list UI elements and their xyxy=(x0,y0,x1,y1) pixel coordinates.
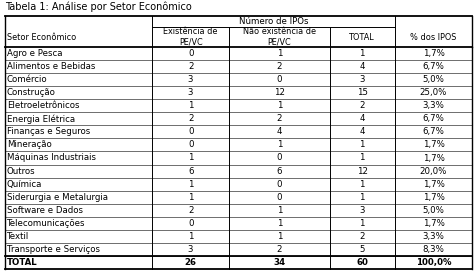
Text: 1: 1 xyxy=(276,140,281,149)
Text: 4: 4 xyxy=(359,114,364,123)
Text: 1: 1 xyxy=(276,219,281,228)
Text: Comércio: Comércio xyxy=(7,75,48,84)
Text: 6,7%: 6,7% xyxy=(422,62,444,71)
Text: 12: 12 xyxy=(356,166,367,175)
Text: 0: 0 xyxy=(276,153,281,162)
Text: 12: 12 xyxy=(273,88,284,97)
Text: TOTAL: TOTAL xyxy=(348,32,374,42)
Text: Mineração: Mineração xyxy=(7,140,51,149)
Text: 15: 15 xyxy=(356,88,367,97)
Text: Máquinas Industriais: Máquinas Industriais xyxy=(7,153,96,162)
Text: 25,0%: 25,0% xyxy=(419,88,446,97)
Text: 0: 0 xyxy=(188,219,193,228)
Text: 6: 6 xyxy=(276,166,281,175)
Text: 3: 3 xyxy=(359,75,364,84)
Text: 1: 1 xyxy=(359,193,364,202)
Text: Finanças e Seguros: Finanças e Seguros xyxy=(7,127,90,136)
Text: 1,7%: 1,7% xyxy=(422,180,444,188)
Text: 2: 2 xyxy=(188,206,193,215)
Text: 3: 3 xyxy=(188,75,193,84)
Text: 1: 1 xyxy=(276,232,281,241)
Text: Textil: Textil xyxy=(7,232,29,241)
Text: 2: 2 xyxy=(359,232,364,241)
Text: 2: 2 xyxy=(276,245,281,254)
Text: 0: 0 xyxy=(276,193,281,202)
Text: 1,7%: 1,7% xyxy=(422,153,444,162)
Text: 1,7%: 1,7% xyxy=(422,140,444,149)
Text: 2: 2 xyxy=(188,114,193,123)
Text: 0: 0 xyxy=(276,180,281,188)
Text: 1: 1 xyxy=(188,101,193,110)
Text: Energia Elétrica: Energia Elétrica xyxy=(7,114,75,123)
Text: 2: 2 xyxy=(359,101,364,110)
Text: 3,3%: 3,3% xyxy=(422,101,444,110)
Text: 1: 1 xyxy=(276,49,281,58)
Text: 1: 1 xyxy=(359,219,364,228)
Text: 1,7%: 1,7% xyxy=(422,49,444,58)
Text: 2: 2 xyxy=(276,62,281,71)
Text: Construção: Construção xyxy=(7,88,56,97)
Text: 6: 6 xyxy=(188,166,193,175)
Text: 3: 3 xyxy=(359,206,364,215)
Text: Siderurgia e Metalurgia: Siderurgia e Metalurgia xyxy=(7,193,108,202)
Text: 1: 1 xyxy=(188,193,193,202)
Text: 3: 3 xyxy=(188,245,193,254)
Text: 1: 1 xyxy=(188,153,193,162)
Text: Eletroeletrônicos: Eletroeletrônicos xyxy=(7,101,79,110)
Text: 100,0%: 100,0% xyxy=(415,258,450,267)
Text: 1,7%: 1,7% xyxy=(422,219,444,228)
Text: Química: Química xyxy=(7,180,42,188)
Text: 6,7%: 6,7% xyxy=(422,127,444,136)
Text: 20,0%: 20,0% xyxy=(419,166,446,175)
Text: 0: 0 xyxy=(188,127,193,136)
Text: Número de IPOs: Número de IPOs xyxy=(238,17,307,26)
Text: 34: 34 xyxy=(273,258,285,267)
Text: 60: 60 xyxy=(356,258,367,267)
Text: Agro e Pesca: Agro e Pesca xyxy=(7,49,62,58)
Text: 1: 1 xyxy=(188,232,193,241)
Text: Alimentos e Bebidas: Alimentos e Bebidas xyxy=(7,62,95,71)
Text: 2: 2 xyxy=(188,62,193,71)
Text: 1: 1 xyxy=(359,49,364,58)
Text: Não existência de
PE/VC: Não existência de PE/VC xyxy=(242,27,315,47)
Text: 3,3%: 3,3% xyxy=(422,232,444,241)
Text: Setor Econômico: Setor Econômico xyxy=(7,32,76,42)
Text: Transporte e Serviços: Transporte e Serviços xyxy=(7,245,100,254)
Text: 0: 0 xyxy=(188,49,193,58)
Text: 0: 0 xyxy=(188,140,193,149)
Text: 0: 0 xyxy=(276,75,281,84)
Text: 1: 1 xyxy=(276,206,281,215)
Text: Tabela 1: Análise por Setor Econômico: Tabela 1: Análise por Setor Econômico xyxy=(5,2,191,12)
Text: 1,7%: 1,7% xyxy=(422,193,444,202)
Text: 1: 1 xyxy=(359,180,364,188)
Text: Outros: Outros xyxy=(7,166,36,175)
Text: 1: 1 xyxy=(188,180,193,188)
Text: Software e Dados: Software e Dados xyxy=(7,206,83,215)
Text: 1: 1 xyxy=(359,140,364,149)
Text: % dos IPOS: % dos IPOS xyxy=(409,32,456,42)
Text: 4: 4 xyxy=(359,127,364,136)
Text: 1: 1 xyxy=(276,101,281,110)
Text: 8,3%: 8,3% xyxy=(422,245,444,254)
Text: 5: 5 xyxy=(359,245,364,254)
Text: 26: 26 xyxy=(184,258,196,267)
Text: 4: 4 xyxy=(276,127,281,136)
Text: Existência de
PE/VC: Existência de PE/VC xyxy=(163,27,218,47)
Text: 5,0%: 5,0% xyxy=(422,206,444,215)
Text: TOTAL: TOTAL xyxy=(7,258,38,267)
Text: 2: 2 xyxy=(276,114,281,123)
Text: 6,7%: 6,7% xyxy=(422,114,444,123)
Text: 5,0%: 5,0% xyxy=(422,75,444,84)
Text: 3: 3 xyxy=(188,88,193,97)
Text: 1: 1 xyxy=(359,153,364,162)
Text: 4: 4 xyxy=(359,62,364,71)
Text: Telecomunicações: Telecomunicações xyxy=(7,219,85,228)
